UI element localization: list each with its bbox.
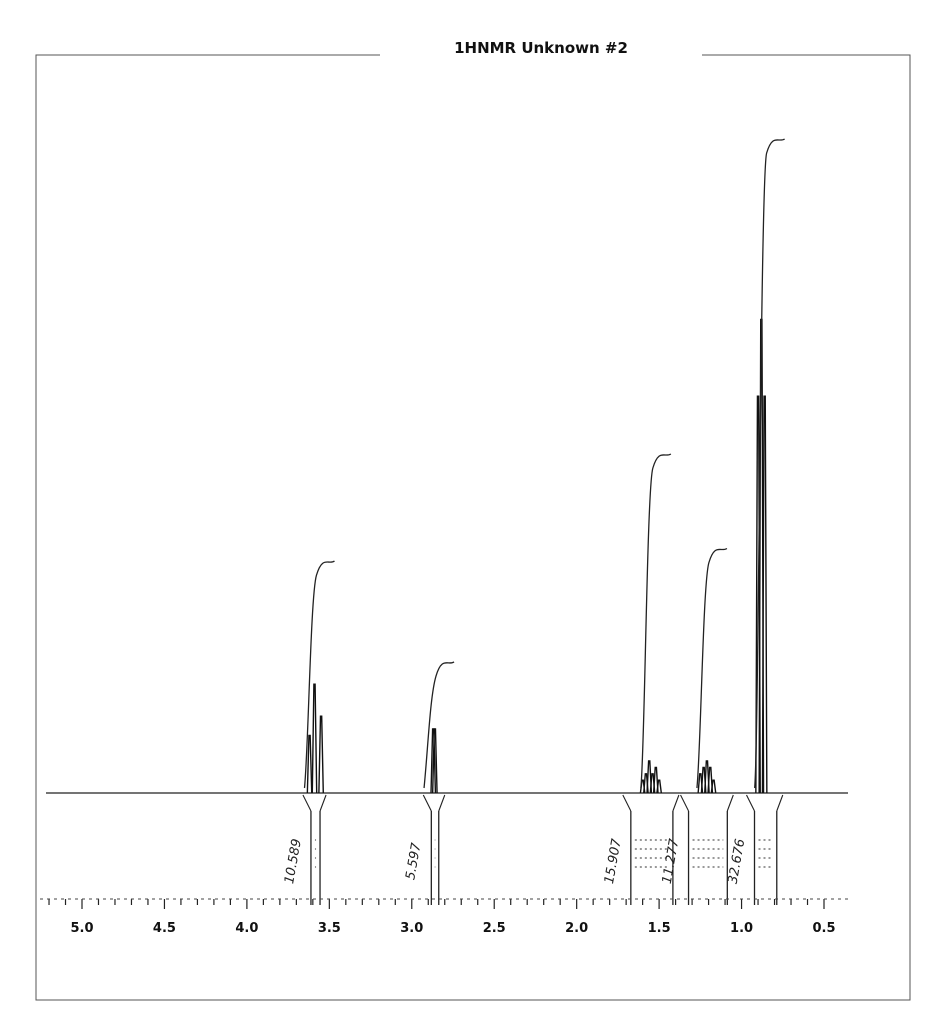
integral-bracket-right: [438, 794, 446, 812]
integral-label: 5.597: [403, 841, 424, 881]
integral-bracket-right: [672, 794, 680, 812]
integral-bracket-left: [422, 794, 432, 812]
tick-label: 5.0: [70, 921, 93, 936]
integral-label: 32.676: [726, 838, 749, 885]
x-axis: 5.0 4.5 4.0 3.5 3.0 2.5 2.0 1.5 1.0 0.5: [40, 898, 850, 936]
integral-bracket-right: [319, 794, 327, 812]
integral-bracket-left: [622, 794, 632, 812]
integral-bracket-left: [302, 794, 312, 812]
peak-line: [430, 728, 437, 794]
integral-bracket-left: [680, 794, 690, 812]
peak-line: [707, 766, 714, 794]
integral-label: 10.589: [282, 838, 305, 885]
integral-curve: [753, 138, 785, 789]
tick-label: 2.0: [565, 921, 588, 936]
tick-label: 4.0: [235, 921, 258, 936]
integral-bracket-right: [726, 794, 734, 812]
tick-label: 3.5: [318, 921, 341, 936]
peak-line: [652, 766, 659, 794]
integral-label: 11.277: [660, 837, 683, 885]
tick-label: 4.5: [153, 921, 176, 936]
tick-label: 0.5: [812, 921, 835, 936]
peak-line: [656, 779, 663, 794]
integral-curve: [696, 547, 728, 789]
peak-line: [710, 779, 717, 794]
chart-title: 1HNMR Unknown #2: [454, 39, 628, 57]
peak-line: [306, 734, 313, 794]
title-gap: [380, 45, 702, 65]
peak-line: [318, 715, 324, 794]
tick-label: 2.5: [483, 921, 506, 936]
integral-bracket-right: [776, 794, 784, 812]
tick-label: 3.0: [400, 921, 423, 936]
integral-curve: [640, 453, 672, 789]
integral-bracket-left: [746, 794, 755, 812]
peak-line: [311, 683, 318, 794]
peak-line: [761, 395, 768, 794]
chart-frame: [35, 54, 911, 1001]
tick-label: 1.5: [648, 921, 671, 936]
peak-line: [646, 760, 653, 794]
tick-label: 1.0: [730, 921, 753, 936]
integral-curve: [423, 661, 455, 789]
integral-label: 15.907: [602, 837, 625, 885]
peaks-layer: [306, 318, 768, 794]
integral-curve: [303, 560, 335, 789]
peak-line: [431, 728, 438, 794]
